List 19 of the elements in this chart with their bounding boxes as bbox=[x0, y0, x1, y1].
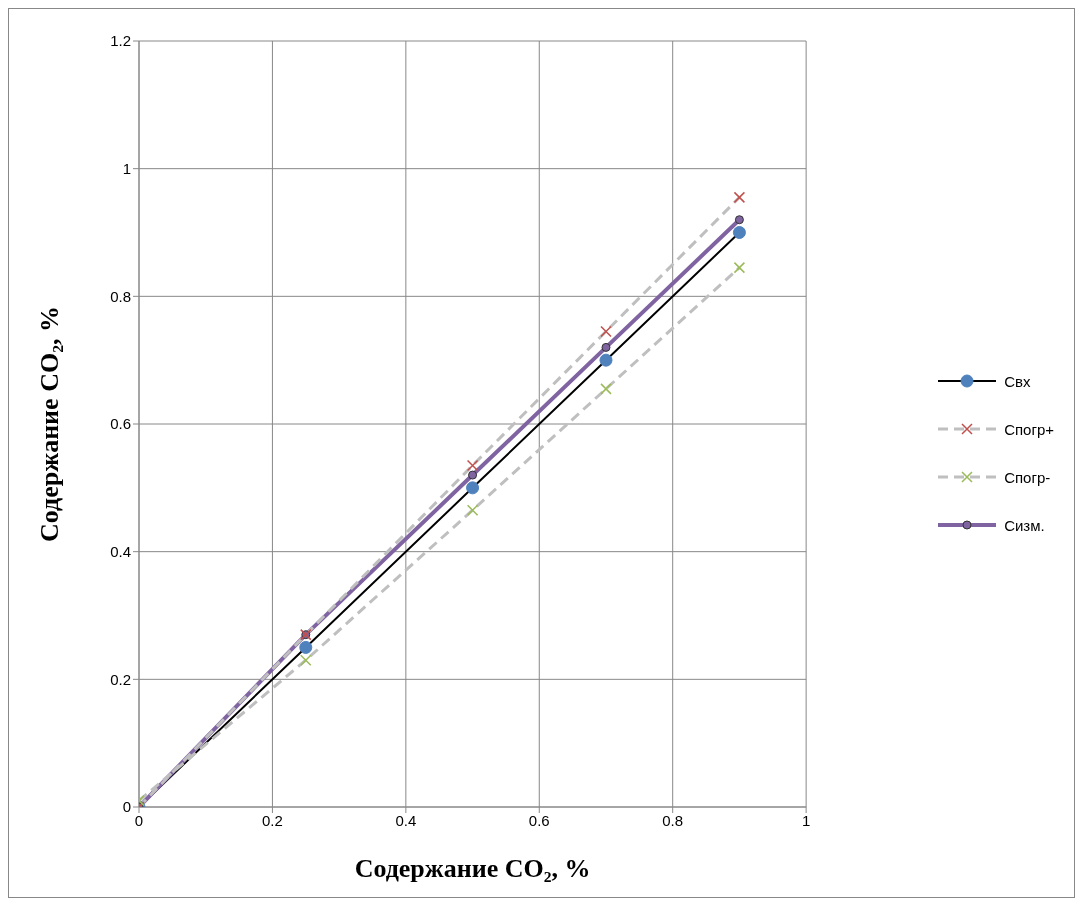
x-tick-label: 0.6 bbox=[528, 811, 550, 829]
y-tick-label: 0.2 bbox=[110, 670, 131, 688]
legend-label: Спогр+ bbox=[1004, 420, 1054, 438]
y-tick-label: 0.4 bbox=[110, 542, 131, 560]
legend-label: Сизм. bbox=[1004, 516, 1045, 534]
x-tick-label: 0.8 bbox=[662, 811, 684, 829]
x-tick-label: 0.4 bbox=[395, 811, 417, 829]
y-tick-label: 1 bbox=[122, 159, 131, 177]
legend-label: Спогр- bbox=[1004, 468, 1051, 486]
y-axis-title: Содержание CO₂, % bbox=[35, 306, 65, 542]
y-tick-label: 0.8 bbox=[110, 287, 131, 305]
y-tick-label: 0 bbox=[122, 798, 131, 816]
legend-label: Свх bbox=[1004, 372, 1031, 390]
x-tick-label: 1 bbox=[801, 811, 811, 829]
x-tick-label: 0 bbox=[134, 811, 144, 829]
x-axis-title: Содержание CO₂, % bbox=[354, 854, 591, 883]
x-tick-label: 0.2 bbox=[262, 811, 283, 829]
y-tick-label: 1.2 bbox=[110, 32, 131, 50]
y-tick-label: 0.6 bbox=[110, 415, 131, 433]
